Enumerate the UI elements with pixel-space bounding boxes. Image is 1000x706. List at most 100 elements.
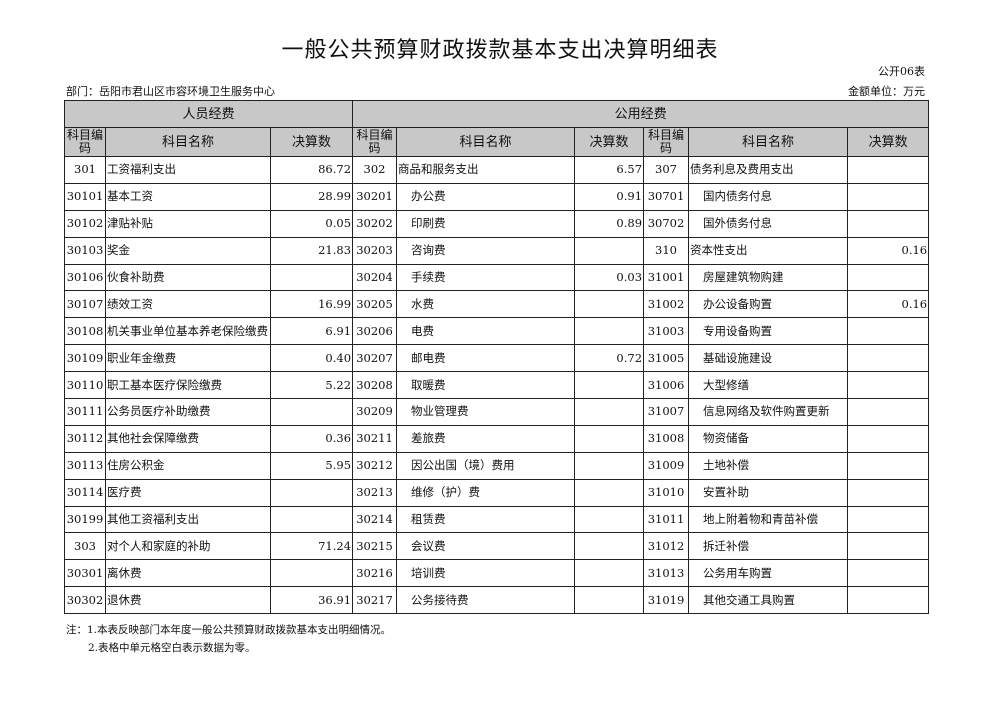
code-cell: 31003 — [643, 317, 690, 346]
amount-cell: 71.24 — [269, 532, 354, 561]
amount-cell — [847, 317, 930, 346]
amount-cell: 6.57 — [574, 156, 645, 184]
amount-cell: 5.22 — [269, 371, 354, 400]
code-cell: 30203 — [352, 236, 398, 265]
amount-cell — [847, 424, 930, 453]
amount-cell — [847, 344, 930, 373]
name-cell: 伙食补助费 — [105, 263, 271, 292]
table-row: 30111 公务员医疗补助缴费 30209 物业管理费 31007 信息网络及软件购置更新 — [64, 398, 930, 426]
amount-cell — [269, 478, 354, 507]
name-cell: 其他交通工具购置 — [688, 586, 849, 615]
name-cell: 印刷费 — [396, 209, 576, 238]
name-cell: 退休费 — [105, 586, 271, 615]
page-title: 一般公共预算财政拨款基本支出决算明细表 — [281, 38, 719, 63]
name-cell: 机关事业单位基本养老保险缴费 — [105, 317, 271, 346]
table-row: 30301 离休费 30216 培训费 31013 公务用车购置 — [64, 559, 930, 588]
amount-cell: 28.99 — [269, 182, 354, 211]
code-cell: 30301 — [64, 559, 106, 588]
amount-cell — [574, 317, 645, 346]
name-cell: 公务用车购置 — [688, 559, 849, 588]
amount-cell — [574, 478, 645, 507]
code-cell: 302 — [352, 156, 398, 184]
table-row: 30110 职工基本医疗保险缴费 5.22 30208 取暖费 31006 大型修缮 — [64, 371, 930, 400]
amount-cell — [847, 478, 930, 507]
amount-cell: 21.83 — [269, 236, 354, 265]
table-row: 303 对个人和家庭的补助 71.24 30215 会议费 31012 拆迁补偿 — [64, 532, 930, 561]
amount-cell — [847, 398, 930, 426]
name-cell: 离休费 — [105, 559, 271, 588]
amount-cell: 0.03 — [574, 263, 645, 292]
name-cell: 办公设备购置 — [688, 290, 849, 319]
amount-cell: 0.05 — [269, 209, 354, 238]
code-cell: 31007 — [643, 398, 690, 426]
name-cell: 奖金 — [105, 236, 271, 265]
name-cell: 因公出国（境）费用 — [396, 451, 576, 480]
code-cell: 30102 — [64, 209, 106, 238]
table-row: 301 工资福利支出 86.72 302 商品和服务支出 6.57 307 债务利息及费用支出 — [64, 156, 930, 184]
code-cell: 30107 — [64, 290, 106, 319]
code-cell: 31001 — [643, 263, 690, 292]
name-cell: 基础设施建设 — [688, 344, 849, 373]
code-cell: 31011 — [643, 505, 690, 534]
name-cell: 国外债务付息 — [688, 209, 849, 238]
column-header-amount: 决算数 — [269, 127, 354, 157]
code-cell: 30206 — [352, 317, 398, 346]
column-header-name: 科目名称 — [396, 127, 576, 157]
amount-cell: 0.16 — [847, 290, 930, 319]
amount-cell — [847, 209, 930, 238]
name-cell: 专用设备购置 — [688, 317, 849, 346]
code-cell: 30108 — [64, 317, 106, 346]
amount-cell: 0.72 — [574, 344, 645, 373]
name-cell: 信息网络及软件购置更新 — [688, 398, 849, 426]
amount-cell: 5.95 — [269, 451, 354, 480]
amount-cell — [269, 398, 354, 426]
amount-cell: 0.89 — [574, 209, 645, 238]
code-cell: 30113 — [64, 451, 106, 480]
code-cell: 30212 — [352, 451, 398, 480]
column-header-code: 科目编码 — [64, 127, 106, 157]
amount-cell — [574, 398, 645, 426]
code-cell: 30211 — [352, 424, 398, 453]
name-cell: 住房公积金 — [105, 451, 271, 480]
name-cell: 基本工资 — [105, 182, 271, 211]
table-row: 30109 职业年金缴费 0.40 30207 邮电费 0.72 31005 基础设施建设 — [64, 344, 930, 373]
code-cell: 30214 — [352, 505, 398, 534]
code-cell: 30199 — [64, 505, 106, 534]
code-cell: 30201 — [352, 182, 398, 211]
code-cell: 30217 — [352, 586, 398, 615]
code-cell: 310 — [643, 236, 690, 265]
column-header-name: 科目名称 — [688, 127, 849, 157]
code-cell: 30702 — [643, 209, 690, 238]
name-cell: 物业管理费 — [396, 398, 576, 426]
code-cell: 303 — [64, 532, 106, 561]
column-header-code: 科目编码 — [643, 127, 690, 157]
code-cell: 30701 — [643, 182, 690, 211]
department-label: 部门：岳阳市君山区市容环境卫生服务中心 — [66, 85, 275, 98]
name-cell: 物资储备 — [688, 424, 849, 453]
name-cell: 办公费 — [396, 182, 576, 211]
code-cell: 30109 — [64, 344, 106, 373]
code-cell: 31009 — [643, 451, 690, 480]
code-cell: 30101 — [64, 182, 106, 211]
name-cell: 邮电费 — [396, 344, 576, 373]
note-1: 注：1.本表反映部门本年度一般公共预算财政拨款基本支出明细情况。 — [66, 624, 392, 636]
name-cell: 拆迁补偿 — [688, 532, 849, 561]
amount-cell — [847, 532, 930, 561]
table-row: 30113 住房公积金 5.95 30212 因公出国（境）费用 31009 土地补偿 — [64, 451, 930, 480]
name-cell: 电费 — [396, 317, 576, 346]
name-cell: 其他工资福利支出 — [105, 505, 271, 534]
code-cell: 30110 — [64, 371, 106, 400]
name-cell: 安置补助 — [688, 478, 849, 507]
code-cell: 30111 — [64, 398, 106, 426]
table-row: 30199 其他工资福利支出 30214 租赁费 31011 地上附着物和青苗补偿 — [64, 505, 930, 534]
code-cell: 30114 — [64, 478, 106, 507]
group-header-personnel: 人员经费 — [63, 100, 354, 128]
amount-cell — [574, 236, 645, 265]
code-cell: 30202 — [352, 209, 398, 238]
name-cell: 房屋建筑物购建 — [688, 263, 849, 292]
group-header-public: 公用经费 — [352, 100, 930, 128]
code-cell: 30204 — [352, 263, 398, 292]
column-header-name: 科目名称 — [105, 127, 271, 157]
table-row: 30101 基本工资 28.99 30201 办公费 0.91 30701 国内债务付息 — [64, 182, 930, 211]
amount-cell: 86.72 — [269, 156, 354, 184]
